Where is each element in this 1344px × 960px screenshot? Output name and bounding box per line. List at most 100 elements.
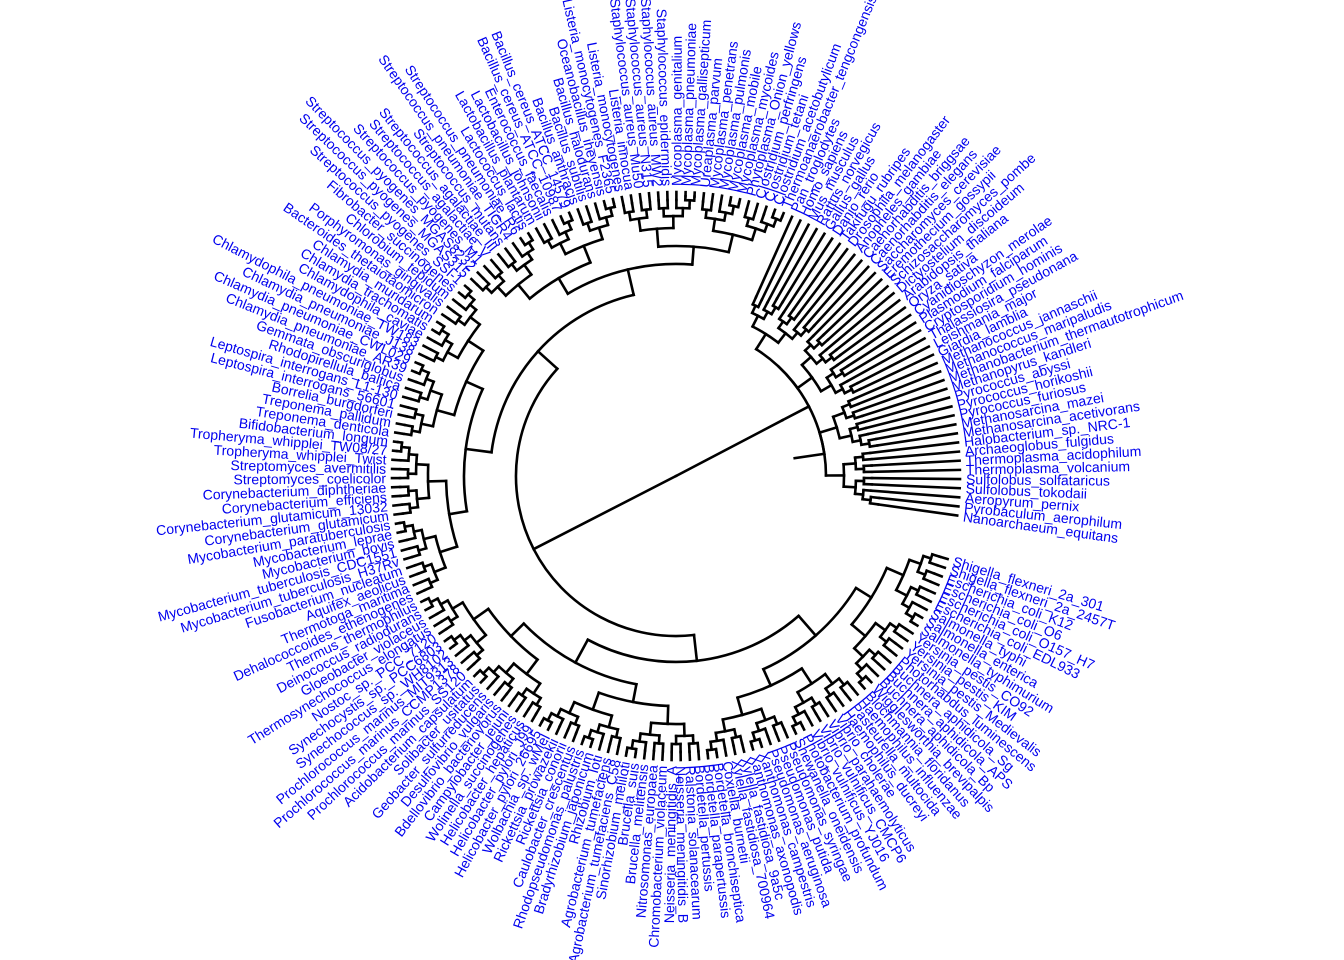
- internal-branch: [869, 495, 881, 500]
- tip-branch: [392, 503, 403, 508]
- tip-branch: [838, 305, 907, 357]
- internal-branch: [448, 614, 460, 623]
- tip-branch: [503, 246, 513, 258]
- internal-branch: [416, 569, 428, 576]
- internal-branch: [854, 661, 864, 671]
- tip-branch: [393, 431, 405, 436]
- internal-branch: [428, 596, 440, 604]
- tip-branch: [562, 728, 570, 740]
- internal-branch: [472, 656, 482, 666]
- internal-branch: [524, 657, 540, 676]
- internal-branch: [419, 368, 431, 375]
- internal-branch: [546, 711, 554, 723]
- root-branch: [531, 474, 678, 551]
- tip-branch: [415, 588, 427, 596]
- tip-branch: [925, 588, 937, 596]
- tip-branch: [606, 742, 612, 754]
- tip-branch: [460, 655, 470, 665]
- internal-branch: [452, 633, 463, 642]
- tip-branch: [814, 712, 822, 723]
- tip-branch: [407, 377, 419, 384]
- tip-branch: [482, 264, 492, 275]
- tip-branch: [845, 336, 927, 383]
- tip-label: Sulfolobus_tokodaii: [965, 480, 1087, 501]
- internal-branch: [750, 303, 758, 315]
- internal-branch: [637, 217, 642, 233]
- internal-branch: [862, 488, 873, 493]
- tip-branch: [781, 236, 834, 315]
- tip-branch: [791, 242, 842, 312]
- internal-branch: [779, 720, 787, 732]
- internal-branch: [408, 544, 419, 550]
- internal-branch: [861, 451, 873, 456]
- internal-branch: [443, 338, 454, 346]
- internal-branch: [666, 704, 670, 726]
- internal-branch: [754, 721, 761, 733]
- internal-branch: [855, 420, 867, 426]
- internal-branch: [818, 348, 828, 357]
- internal-branch: [802, 319, 811, 330]
- tip-label: Neisseria_meningitidis_B: [673, 766, 692, 923]
- internal-branch: [556, 276, 570, 296]
- clade-arc: [754, 347, 800, 390]
- internal-branch: [876, 650, 887, 659]
- internal-branch: [793, 705, 801, 716]
- internal-branch: [881, 643, 892, 653]
- internal-branch: [509, 262, 519, 273]
- internal-branch: [834, 371, 845, 379]
- internal-branch: [806, 323, 816, 334]
- internal-branch: [630, 739, 635, 750]
- internal-branch: [690, 245, 696, 266]
- tip-branch: [584, 204, 591, 216]
- internal-branch: [504, 661, 516, 675]
- tip-branch: [870, 483, 962, 490]
- internal-branch: [614, 727, 620, 739]
- tip-branch: [451, 297, 462, 307]
- internal-branch: [405, 536, 417, 542]
- tip-branch: [812, 265, 871, 328]
- internal-branch: [771, 724, 778, 735]
- tip-branch: [697, 749, 701, 761]
- internal-branch: [817, 700, 826, 711]
- tip-branch: [499, 692, 509, 703]
- internal-branch: [780, 404, 811, 423]
- internal-branch: [750, 226, 758, 242]
- tip-branch: [576, 207, 583, 219]
- internal-branch: [434, 355, 445, 363]
- internal-branch: [428, 347, 440, 355]
- internal-branch: [754, 332, 768, 351]
- internal-branch: [846, 396, 858, 404]
- internal-branch: [468, 315, 482, 327]
- tip-branch: [869, 441, 960, 455]
- internal-branch: [422, 534, 437, 541]
- internal-branch: [407, 489, 418, 493]
- tip-branch: [869, 450, 961, 461]
- internal-branch: [829, 363, 840, 372]
- internal-branch: [762, 310, 770, 321]
- tip-branch: [753, 202, 760, 214]
- internal-branch: [832, 353, 843, 362]
- internal-branch: [918, 584, 930, 592]
- tip-branch: [917, 604, 929, 612]
- internal-branch: [464, 379, 485, 391]
- internal-branch: [445, 350, 460, 360]
- internal-branch: [803, 343, 813, 353]
- internal-branch: [595, 209, 602, 221]
- internal-branch: [888, 621, 899, 630]
- internal-branch: [814, 356, 825, 366]
- internal-branch: [432, 565, 448, 574]
- internal-branch: [717, 202, 723, 213]
- internal-branch: [769, 305, 778, 316]
- tip-branch: [647, 191, 652, 203]
- internal-branch: [894, 588, 909, 598]
- tip-branch: [774, 731, 781, 743]
- internal-branch: [519, 695, 528, 707]
- internal-branch: [538, 233, 546, 245]
- tip-label: Ralstonia_solanacearum: [682, 765, 706, 920]
- internal-branch: [840, 402, 852, 409]
- internal-branch: [409, 397, 421, 403]
- internal-branch: [732, 727, 738, 739]
- internal-branch: [407, 406, 418, 412]
- internal-branch: [444, 622, 455, 631]
- internal-branch: [709, 740, 714, 752]
